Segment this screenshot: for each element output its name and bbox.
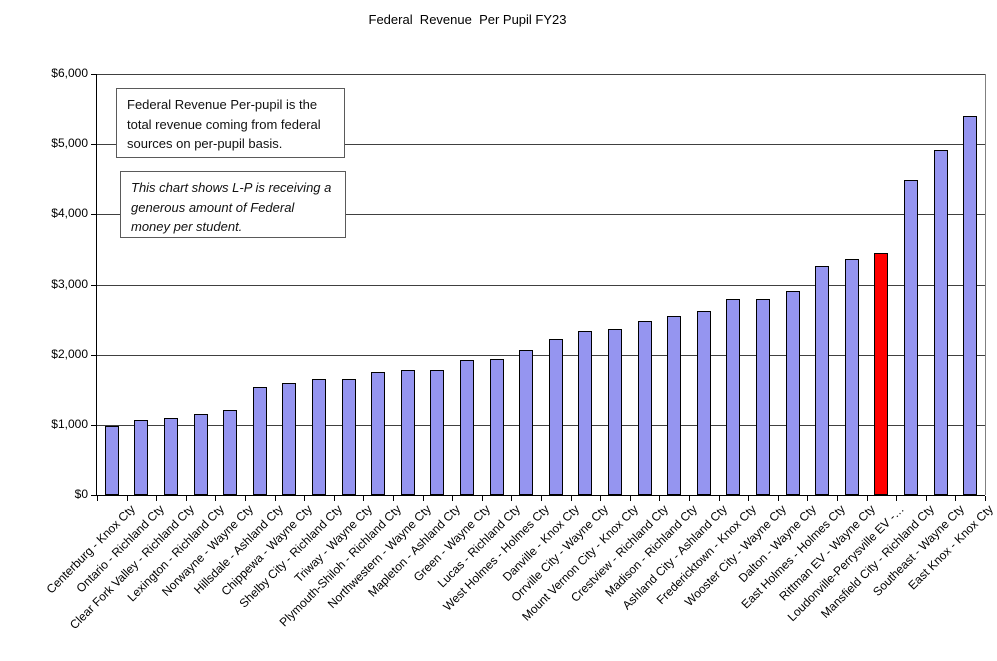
bar-district xyxy=(667,316,681,495)
x-axis-tick xyxy=(363,496,364,501)
x-axis-tick xyxy=(186,496,187,501)
bar-district xyxy=(519,350,533,495)
x-axis-tick xyxy=(630,496,631,501)
x-axis-tick xyxy=(245,496,246,501)
x-axis-tick xyxy=(778,496,779,501)
bar-district xyxy=(342,379,356,495)
gridline xyxy=(97,425,985,426)
y-axis-tick xyxy=(91,495,97,496)
x-axis-tick xyxy=(748,496,749,501)
bar-district xyxy=(430,370,444,495)
y-axis-tick xyxy=(91,425,97,426)
bar-district xyxy=(401,370,415,495)
y-tick-label: $6,000 xyxy=(51,66,88,80)
y-axis-line xyxy=(96,74,97,496)
gridline xyxy=(97,285,985,286)
bar-district xyxy=(578,331,592,495)
x-axis-tick xyxy=(659,496,660,501)
bar-district xyxy=(223,410,237,495)
x-axis-line xyxy=(96,495,985,496)
bar-district xyxy=(904,180,918,495)
x-axis-tick xyxy=(689,496,690,501)
x-axis-tick xyxy=(334,496,335,501)
x-axis-tick xyxy=(541,496,542,501)
y-tick-label: $4,000 xyxy=(51,206,88,220)
y-tick-label: $0 xyxy=(74,487,88,501)
x-axis-tick xyxy=(511,496,512,501)
bar-district xyxy=(312,379,326,495)
x-axis-tick xyxy=(482,496,483,501)
bar-district xyxy=(282,383,296,495)
x-axis-tick xyxy=(304,496,305,501)
bar-district xyxy=(253,387,267,495)
bar-district xyxy=(164,418,178,495)
x-axis-tick xyxy=(423,496,424,501)
annotation-text-definition: Federal Revenue Per-pupil is the total r… xyxy=(127,97,321,151)
x-axis-tick xyxy=(452,496,453,501)
bar-district xyxy=(934,150,948,495)
bar-district xyxy=(638,321,652,495)
annotation-box-definition: Federal Revenue Per-pupil is the total r… xyxy=(116,88,345,158)
x-axis-tick xyxy=(127,496,128,501)
bar-district xyxy=(490,359,504,495)
bar-district xyxy=(845,259,859,495)
gridline xyxy=(97,144,985,145)
y-tick-label: $3,000 xyxy=(51,277,88,291)
y-axis-tick xyxy=(91,214,97,215)
bar-district xyxy=(460,360,474,495)
gridline xyxy=(97,355,985,356)
x-axis-tick xyxy=(837,496,838,501)
y-axis-tick xyxy=(91,355,97,356)
x-axis-tick xyxy=(600,496,601,501)
annotation-box-commentary: This chart shows L-P is receiving a gene… xyxy=(120,171,346,238)
x-axis-tick xyxy=(393,496,394,501)
y-tick-label: $1,000 xyxy=(51,417,88,431)
x-axis-tick xyxy=(955,496,956,501)
bar-district xyxy=(726,299,740,495)
x-axis-tick xyxy=(215,496,216,501)
chart-title: Federal Revenue Per Pupil FY23 xyxy=(368,12,567,27)
plot-right-border xyxy=(985,74,986,495)
x-axis-tick xyxy=(867,496,868,501)
bar-district xyxy=(549,339,563,495)
gridline xyxy=(97,214,985,215)
bar-district xyxy=(194,414,208,495)
x-axis-tick xyxy=(275,496,276,501)
x-axis-tick xyxy=(926,496,927,501)
y-tick-label: $2,000 xyxy=(51,347,88,361)
bar-district xyxy=(786,291,800,495)
y-axis-tick xyxy=(91,74,97,75)
x-axis-tick xyxy=(571,496,572,501)
bar-highlighted xyxy=(874,253,888,495)
x-axis-tick xyxy=(719,496,720,501)
bar-district xyxy=(815,266,829,495)
y-tick-label: $5,000 xyxy=(51,136,88,150)
x-axis-tick xyxy=(807,496,808,501)
y-axis-tick xyxy=(91,285,97,286)
bar-district xyxy=(963,116,977,495)
bar-district xyxy=(756,299,770,495)
x-axis-tick xyxy=(896,496,897,501)
x-axis-tick xyxy=(156,496,157,501)
bar-district xyxy=(134,420,148,495)
y-axis-tick xyxy=(91,144,97,145)
x-axis-tick xyxy=(985,496,986,501)
bar-district xyxy=(371,372,385,495)
bar-district xyxy=(697,311,711,495)
x-axis-tick xyxy=(97,496,98,501)
bar-district xyxy=(105,426,119,495)
annotation-text-commentary: This chart shows L-P is receiving a gene… xyxy=(131,180,332,234)
gridline xyxy=(97,74,985,75)
bar-district xyxy=(608,329,622,495)
